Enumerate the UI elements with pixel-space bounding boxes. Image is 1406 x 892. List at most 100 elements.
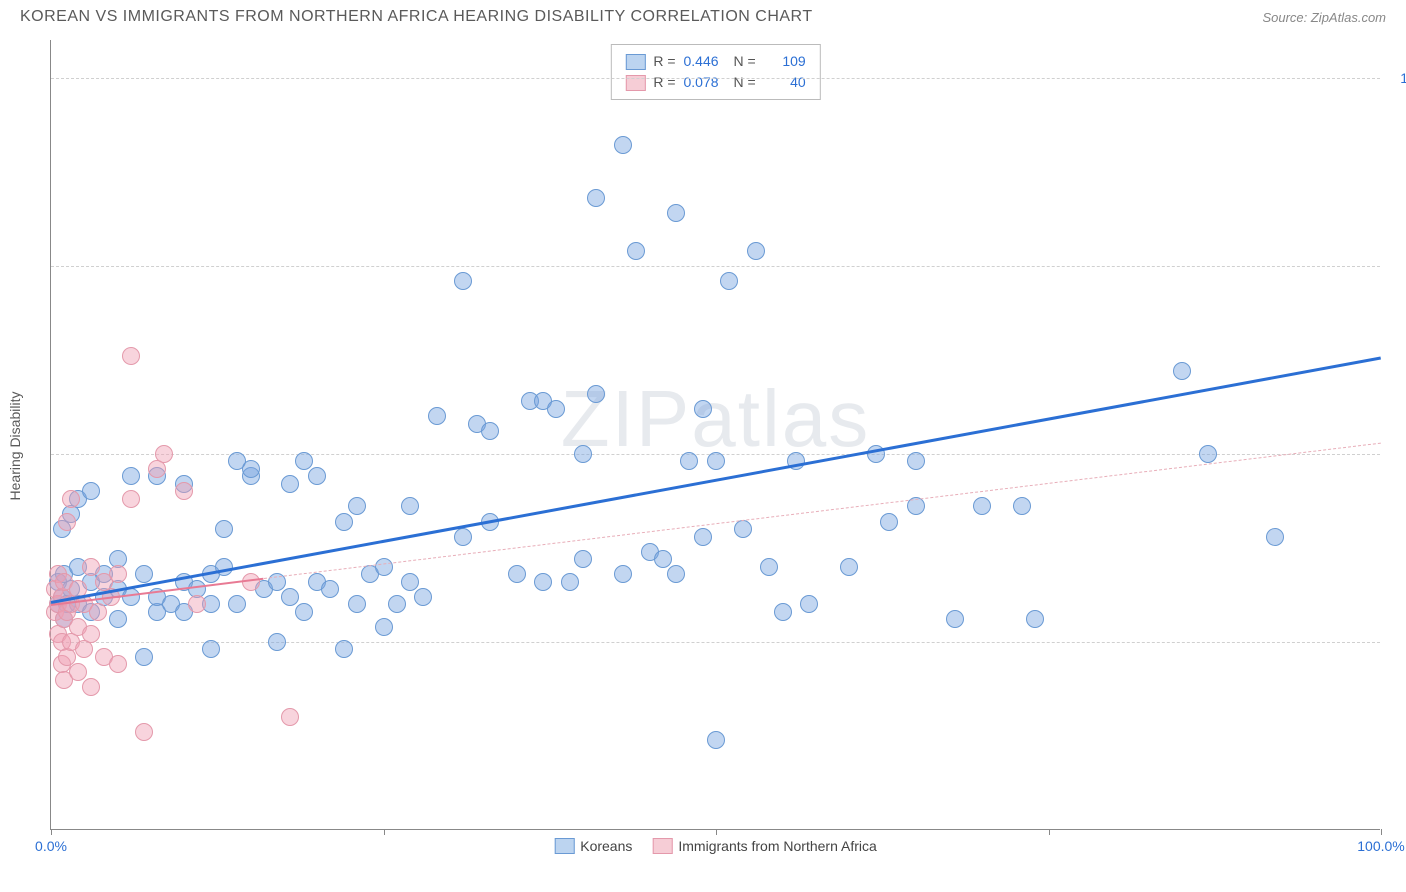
data-point (401, 573, 419, 591)
data-point (614, 136, 632, 154)
trend-line (264, 443, 1381, 579)
data-point (973, 497, 991, 515)
data-point (401, 497, 419, 515)
data-point (335, 640, 353, 658)
data-point (281, 588, 299, 606)
gridline (51, 642, 1380, 643)
stat-r-label: R = (653, 72, 675, 93)
data-point (707, 731, 725, 749)
data-point (268, 633, 286, 651)
data-point (155, 445, 173, 463)
stat-r-value: 0.078 (684, 72, 726, 93)
data-point (454, 528, 472, 546)
legend-label: Koreans (580, 838, 632, 854)
data-point (228, 595, 246, 613)
x-tick (716, 829, 717, 835)
data-point (295, 603, 313, 621)
data-point (321, 580, 339, 598)
data-point (188, 595, 206, 613)
data-point (840, 558, 858, 576)
stats-legend: R = 0.446 N = 109R = 0.078 N = 40 (610, 44, 820, 100)
x-tick-label: 0.0% (35, 838, 67, 854)
y-axis-title: Hearing Disability (7, 392, 23, 501)
bottom-legend: Koreans Immigrants from Northern Africa (554, 838, 877, 854)
y-tick-label: 5.0% (1385, 446, 1406, 462)
data-point (946, 610, 964, 628)
data-point (587, 189, 605, 207)
legend-swatch (554, 838, 574, 854)
data-point (760, 558, 778, 576)
data-point (215, 520, 233, 538)
legend-item: Immigrants from Northern Africa (652, 838, 876, 854)
data-point (587, 385, 605, 403)
data-point (135, 723, 153, 741)
data-point (774, 603, 792, 621)
data-point (175, 482, 193, 500)
data-point (375, 558, 393, 576)
data-point (122, 347, 140, 365)
data-point (335, 513, 353, 531)
watermark: ZIPatlas (561, 373, 870, 465)
x-tick (1381, 829, 1382, 835)
data-point (122, 467, 140, 485)
data-point (295, 452, 313, 470)
data-point (574, 550, 592, 568)
stat-r-label: R = (653, 51, 675, 72)
data-point (667, 204, 685, 222)
data-point (614, 565, 632, 583)
data-point (135, 648, 153, 666)
data-point (800, 595, 818, 613)
scatter-chart: ZIPatlas R =0.446N =109R =0.078N =40 Kor… (50, 40, 1380, 830)
data-point (720, 272, 738, 290)
y-tick-label: 10.0% (1385, 70, 1406, 86)
legend-item: Koreans (554, 838, 632, 854)
data-point (574, 445, 592, 463)
legend-swatch (652, 838, 672, 854)
data-point (388, 595, 406, 613)
chart-header: KOREAN VS IMMIGRANTS FROM NORTHERN AFRIC… (0, 0, 1406, 26)
data-point (907, 452, 925, 470)
data-point (89, 603, 107, 621)
stat-n-value: 109 (764, 51, 806, 72)
data-point (135, 565, 153, 583)
data-point (348, 595, 366, 613)
y-tick-label: 7.5% (1385, 258, 1406, 274)
data-point (694, 528, 712, 546)
data-point (82, 678, 100, 696)
data-point (547, 400, 565, 418)
stat-r-value: 0.446 (684, 51, 726, 72)
data-point (508, 565, 526, 583)
data-point (734, 520, 752, 538)
data-point (561, 573, 579, 591)
data-point (202, 640, 220, 658)
data-point (747, 242, 765, 260)
data-point (348, 497, 366, 515)
stats-row: R = 0.078 N = 40 (625, 72, 805, 93)
data-point (109, 610, 127, 628)
x-tick (384, 829, 385, 835)
data-point (375, 618, 393, 636)
stat-n-value: 40 (764, 72, 806, 93)
chart-title: KOREAN VS IMMIGRANTS FROM NORTHERN AFRIC… (20, 8, 813, 26)
data-point (82, 625, 100, 643)
gridline (51, 266, 1380, 267)
data-point (1013, 497, 1031, 515)
data-point (667, 565, 685, 583)
legend-label: Immigrants from Northern Africa (678, 838, 876, 854)
x-tick (51, 829, 52, 835)
data-point (428, 407, 446, 425)
data-point (109, 565, 127, 583)
data-point (414, 588, 432, 606)
source-label: Source: ZipAtlas.com (1262, 10, 1386, 25)
data-point (242, 460, 260, 478)
y-tick-label: 2.5% (1385, 634, 1406, 650)
data-point (308, 467, 326, 485)
data-point (454, 272, 472, 290)
data-point (654, 550, 672, 568)
data-point (1026, 610, 1044, 628)
stat-n-label: N = (734, 72, 756, 93)
x-tick-label: 100.0% (1357, 838, 1404, 854)
data-point (69, 663, 87, 681)
legend-swatch (625, 54, 645, 70)
x-tick (1049, 829, 1050, 835)
